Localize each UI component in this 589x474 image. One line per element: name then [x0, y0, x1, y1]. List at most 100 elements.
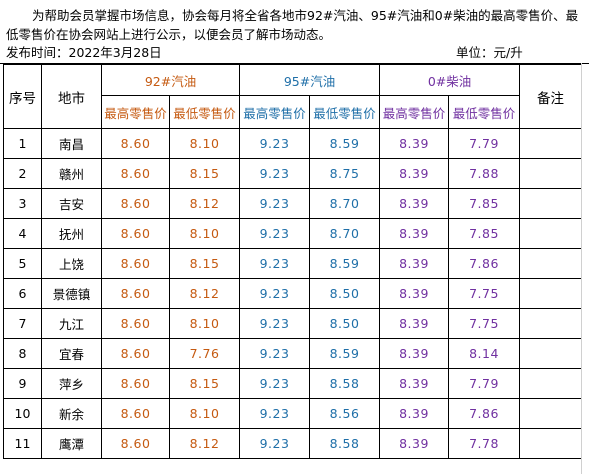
note-cell — [519, 398, 583, 429]
diesel0-max-cell: 8.39 — [379, 188, 450, 219]
table-row: 6 景德镇 8.60 8.12 9.23 8.50 8.39 7.75 — [3, 278, 583, 309]
header-diesel0: 0#柴油 — [379, 64, 521, 96]
gas92-max-cell: 8.60 — [101, 368, 170, 399]
note-cell — [519, 368, 583, 399]
gas95-min-cell: 8.56 — [309, 398, 381, 429]
row-city: 赣州 — [41, 158, 102, 189]
note-cell — [519, 428, 583, 459]
gas92-max-cell: 8.60 — [101, 398, 170, 429]
header-gas95-min: 最低零售价 — [309, 95, 381, 129]
note-cell — [519, 308, 583, 339]
diesel0-max-cell: 8.39 — [379, 308, 450, 339]
row-city: 鹰潭 — [41, 428, 102, 459]
gas95-max-cell: 9.23 — [239, 398, 311, 429]
table-row: 7 九江 8.60 8.10 9.23 8.50 8.39 7.75 — [3, 308, 583, 339]
gas95-max-cell: 9.23 — [239, 428, 311, 459]
header-index: 序号 — [3, 64, 42, 129]
header-diesel0-max: 最高零售价 — [379, 95, 450, 129]
gas95-min-cell: 8.58 — [309, 428, 381, 459]
row-index: 1 — [3, 128, 42, 159]
table-row: 2 赣州 8.60 8.15 9.23 8.75 8.39 7.88 — [3, 158, 583, 189]
diesel0-max-cell: 8.39 — [379, 218, 450, 249]
table-row: 5 上饶 8.60 8.15 9.23 8.59 8.39 7.86 — [3, 248, 583, 279]
header-gas95-max: 最高零售价 — [239, 95, 311, 129]
diesel0-min-cell: 7.75 — [448, 278, 521, 309]
intro-paragraph: 为帮助会员掌握市场信息，协会每月将全省各地市92#汽油、95#汽油和0#柴油的最… — [6, 8, 579, 42]
row-city: 九江 — [41, 308, 102, 339]
header-gas92-max: 最高零售价 — [101, 95, 170, 129]
diesel0-min-cell: 7.86 — [448, 248, 521, 279]
gas92-max-cell: 8.60 — [101, 218, 170, 249]
gas92-min-cell: 8.10 — [168, 308, 241, 339]
sheet-gridline — [581, 63, 582, 474]
row-city: 新余 — [41, 398, 102, 429]
gas92-min-cell: 8.12 — [168, 428, 241, 459]
row-index: 11 — [3, 428, 42, 459]
header-note: 备注 — [519, 64, 583, 129]
row-index: 5 — [3, 248, 42, 279]
diesel0-max-cell: 8.39 — [379, 158, 450, 189]
gas95-max-cell: 9.23 — [239, 188, 311, 219]
row-city: 吉安 — [41, 188, 102, 219]
diesel0-max-cell: 8.39 — [379, 398, 450, 429]
gas92-min-cell: 8.15 — [168, 158, 241, 189]
note-cell — [519, 158, 583, 189]
header-gas92: 92#汽油 — [100, 64, 241, 96]
gas95-max-cell: 9.23 — [239, 278, 311, 309]
unit-label: 单位：元/升 — [456, 45, 523, 60]
gas95-min-cell: 8.50 — [309, 308, 381, 339]
gas95-max-cell: 9.23 — [239, 128, 311, 159]
diesel0-min-cell: 7.88 — [448, 158, 521, 189]
row-index: 3 — [3, 188, 42, 219]
gas95-max-cell: 9.23 — [239, 368, 311, 399]
gas95-min-cell: 8.59 — [309, 338, 381, 369]
diesel0-max-cell: 8.39 — [379, 368, 450, 399]
row-city: 景德镇 — [41, 278, 102, 309]
note-cell — [519, 188, 583, 219]
diesel0-max-cell: 8.39 — [379, 128, 450, 159]
note-cell — [519, 278, 583, 309]
table-row: 1 南昌 8.60 8.10 9.23 8.59 8.39 7.79 — [3, 128, 583, 159]
row-index: 8 — [3, 338, 42, 369]
row-index: 9 — [3, 368, 42, 399]
row-city: 萍乡 — [41, 368, 102, 399]
diesel0-min-cell: 8.14 — [448, 338, 521, 369]
gas95-max-cell: 9.23 — [239, 308, 311, 339]
gas92-max-cell: 8.60 — [101, 188, 170, 219]
gas92-min-cell: 7.76 — [168, 338, 241, 369]
gas92-min-cell: 8.10 — [168, 128, 241, 159]
diesel0-max-cell: 8.39 — [379, 248, 450, 279]
gas92-max-cell: 8.60 — [101, 338, 170, 369]
diesel0-min-cell: 7.86 — [448, 398, 521, 429]
diesel0-min-cell: 7.85 — [448, 218, 521, 249]
gas95-max-cell: 9.23 — [239, 158, 311, 189]
table-row: 9 萍乡 8.60 8.15 9.23 8.58 8.39 7.79 — [3, 368, 583, 399]
gas92-max-cell: 8.60 — [101, 308, 170, 339]
header-gas95: 95#汽油 — [239, 64, 381, 96]
diesel0-min-cell: 7.79 — [448, 368, 521, 399]
gas92-min-cell: 8.12 — [168, 278, 241, 309]
gas92-min-cell: 8.15 — [168, 368, 241, 399]
row-city: 宜春 — [41, 338, 102, 369]
price-table: 序号 地市 92#汽油 95#汽油 0#柴油 备注 最高零售价 最低零售价 最高… — [3, 64, 583, 459]
table-row: 10 新余 8.60 8.10 9.23 8.56 8.39 7.86 — [3, 398, 583, 429]
row-city: 南昌 — [41, 128, 102, 159]
gas95-min-cell: 8.58 — [309, 368, 381, 399]
gas95-min-cell: 8.50 — [309, 278, 381, 309]
table-row: 11 鹰潭 8.60 8.12 9.23 8.58 8.39 7.78 — [3, 428, 583, 459]
gas95-min-cell: 8.70 — [309, 188, 381, 219]
diesel0-max-cell: 8.39 — [379, 428, 450, 459]
gas95-min-cell: 8.59 — [309, 128, 381, 159]
diesel0-min-cell: 7.75 — [448, 308, 521, 339]
note-cell — [519, 338, 583, 369]
diesel0-min-cell: 7.79 — [448, 128, 521, 159]
note-cell — [519, 128, 583, 159]
diesel0-max-cell: 8.39 — [379, 338, 450, 369]
gas95-max-cell: 9.23 — [239, 338, 311, 369]
gas92-max-cell: 8.60 — [101, 128, 170, 159]
header-city: 地市 — [41, 64, 102, 129]
row-index: 6 — [3, 278, 42, 309]
row-index: 4 — [3, 218, 42, 249]
table-top-border — [0, 63, 589, 64]
gas92-min-cell: 8.15 — [168, 248, 241, 279]
